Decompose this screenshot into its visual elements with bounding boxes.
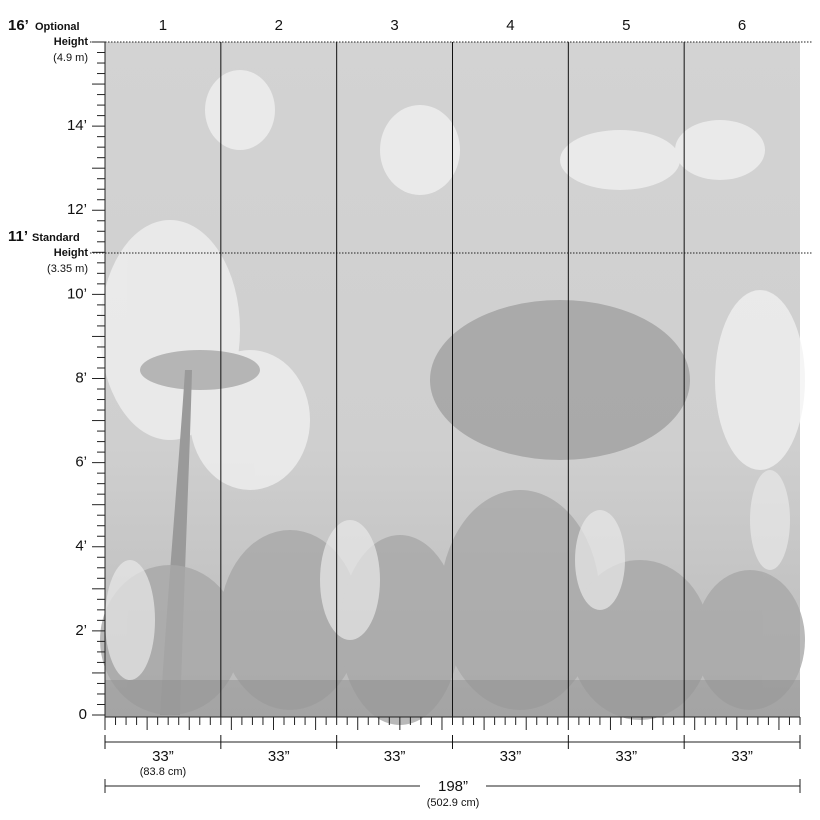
panel-number: 5	[622, 17, 630, 34]
optional-metric: (4.9 m)	[53, 52, 88, 64]
height-mark: 2’	[75, 622, 87, 639]
height-mark: 6’	[75, 454, 87, 471]
panel-number: 2	[275, 17, 283, 34]
optional-height: 16’	[8, 17, 29, 34]
standard-label: Height	[54, 247, 89, 259]
panel-width: 33”	[500, 748, 522, 765]
optional-label: Height	[54, 36, 89, 48]
total-width-metric: (502.9 cm)	[427, 797, 480, 809]
height-mark: 8’	[75, 369, 87, 386]
height-mark: 14’	[67, 117, 87, 134]
panel-width: 33”	[152, 748, 174, 765]
panel-width-metric: (83.8 cm)	[140, 766, 186, 778]
panel-number: 4	[506, 17, 514, 34]
height-mark: 4’	[75, 538, 87, 555]
panel-width: 33”	[268, 748, 290, 765]
panel-width: 33”	[731, 748, 753, 765]
height-mark: 0	[79, 706, 87, 723]
panel-number: 1	[159, 17, 167, 34]
height-mark: 10’	[67, 285, 87, 302]
panel-width: 33”	[615, 748, 637, 765]
panel-width: 33”	[384, 748, 406, 765]
standard-height: 11’	[8, 228, 28, 245]
optional-label: Optional	[35, 21, 80, 33]
total-width: 198”	[438, 778, 468, 795]
standard-metric: (3.35 m)	[47, 263, 88, 275]
height-mark: 12’	[67, 201, 87, 218]
panel-number: 3	[390, 17, 398, 34]
panel-number: 6	[738, 17, 746, 34]
standard-label: Standard	[32, 232, 80, 244]
